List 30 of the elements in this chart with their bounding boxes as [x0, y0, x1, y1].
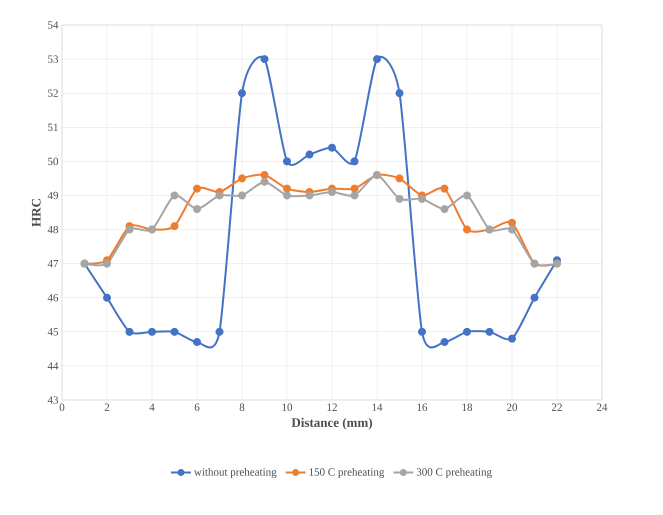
legend-label: 150 C preheating — [310, 468, 384, 478]
x-tick-label: 10 — [282, 404, 292, 411]
x-tick-label: 6 — [194, 404, 200, 411]
y-tick-label: 50 — [48, 158, 58, 166]
x-tick-label: 22 — [552, 404, 562, 411]
x-tick-label: 4 — [149, 404, 155, 411]
y-tick-label: 52 — [48, 89, 58, 97]
x-tick-label: 2 — [104, 404, 110, 411]
y-axis-title: HRC — [32, 199, 41, 227]
x-tick-label: 24 — [596, 404, 608, 411]
x-tick-label: 8 — [240, 404, 244, 411]
x-tick-label: 0 — [60, 404, 64, 411]
x-tick-label: 20 — [506, 404, 518, 411]
x-tick-label: 12 — [327, 404, 337, 411]
legend-label: without preheating — [194, 468, 276, 478]
y-tick-label: 51 — [48, 124, 58, 131]
y-tick-label: 45 — [48, 328, 58, 336]
x-axis-title: Distance (mm) — [292, 418, 372, 430]
y-tick-label: 53 — [48, 55, 58, 63]
x-tick-label: 14 — [372, 404, 382, 411]
legend-label: 300 C preheating — [416, 468, 492, 478]
y-tick-label: 44 — [48, 362, 58, 370]
y-tick-label: 47 — [48, 260, 58, 268]
x-tick-label: 18 — [462, 404, 472, 411]
x-tick-label: 16 — [417, 404, 428, 411]
y-tick-label: 43 — [48, 396, 58, 404]
y-tick-label: 54 — [48, 21, 58, 29]
y-tick-label: 46 — [48, 294, 58, 302]
y-tick-label: 49 — [48, 192, 58, 200]
y-tick-label: 48 — [48, 226, 58, 234]
